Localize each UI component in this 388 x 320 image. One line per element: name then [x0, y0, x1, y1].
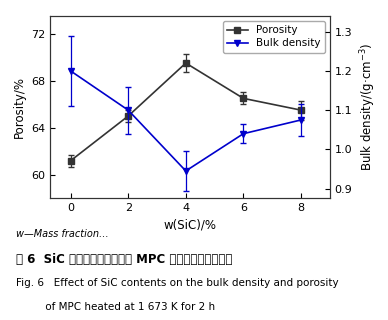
X-axis label: w(SiC)/%: w(SiC)/%: [164, 219, 217, 232]
Text: 图 6  SiC 加入量不同时所制备 MPC 的气孔率和体积密度: 图 6 SiC 加入量不同时所制备 MPC 的气孔率和体积密度: [16, 253, 232, 266]
Y-axis label: Bulk density/(g·cm$^{-3}$): Bulk density/(g·cm$^{-3}$): [358, 43, 378, 171]
Text: Fig. 6   Effect of SiC contents on the bulk density and porosity: Fig. 6 Effect of SiC contents on the bul…: [16, 278, 338, 288]
Legend: Porosity, Bulk density: Porosity, Bulk density: [223, 21, 325, 53]
Y-axis label: Porosity/%: Porosity/%: [13, 76, 26, 138]
Text: of MPC heated at 1 673 K for 2 h: of MPC heated at 1 673 K for 2 h: [16, 302, 215, 312]
Text: w—Mass fraction…: w—Mass fraction…: [16, 229, 108, 239]
